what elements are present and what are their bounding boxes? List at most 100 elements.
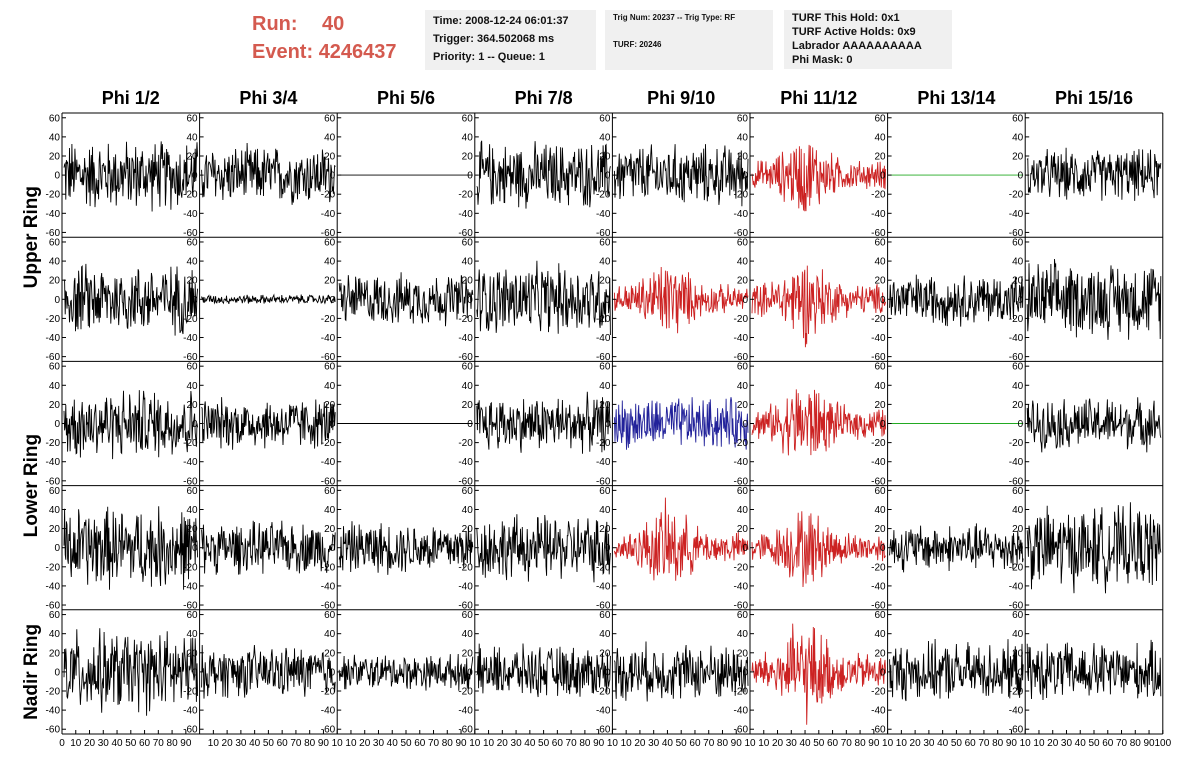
- waveform-trace: [1026, 397, 1162, 453]
- y-tick-label: -20: [871, 562, 886, 573]
- x-tick-label: 90: [731, 738, 743, 749]
- x-tick-label: 60: [965, 738, 977, 749]
- y-tick-label: -40: [734, 333, 749, 344]
- x-tick-label: 50: [400, 738, 412, 749]
- y-tick-label: 40: [49, 132, 61, 143]
- y-tick-label: 40: [186, 257, 198, 268]
- turf-this-hold-text: TURF This Hold: 0x1: [792, 12, 900, 24]
- y-tick-label: 0: [192, 667, 198, 678]
- y-tick-label: -60: [734, 228, 749, 239]
- y-tick-label: -20: [183, 190, 198, 201]
- waveform-trace: [751, 389, 887, 456]
- y-tick-label: -20: [458, 314, 473, 325]
- y-tick-label: 40: [49, 257, 61, 268]
- waveform-trace: [613, 497, 749, 581]
- y-tick-label: 40: [462, 381, 474, 392]
- y-tick-label: 40: [599, 381, 611, 392]
- x-tick-label: 70: [153, 738, 165, 749]
- y-tick-label: -60: [1009, 352, 1024, 363]
- waveform-trace: [751, 623, 887, 725]
- y-tick-label: -60: [596, 476, 611, 487]
- waveform-trace: [1026, 147, 1162, 201]
- y-tick-label: -20: [183, 438, 198, 449]
- y-tick-label: -20: [321, 438, 336, 449]
- x-tick-label: 60: [1102, 738, 1114, 749]
- x-tick-label: 20: [772, 738, 784, 749]
- y-tick-label: 20: [737, 400, 749, 411]
- y-tick-label: 60: [599, 610, 611, 621]
- x-tick-label: 70: [1116, 738, 1128, 749]
- y-tick-label: -40: [458, 209, 473, 220]
- y-tick-label: 60: [1012, 362, 1024, 373]
- y-tick-label: -60: [46, 228, 61, 239]
- x-tick-label: 60: [139, 738, 151, 749]
- waveform-trace: [201, 397, 336, 450]
- y-tick-label: 60: [49, 362, 61, 373]
- x-tick-label: 10: [896, 738, 908, 749]
- x-tick-label: 30: [511, 738, 523, 749]
- y-tick-label: 20: [49, 524, 61, 535]
- y-tick-label: -20: [596, 314, 611, 325]
- x-tick-label: 80: [442, 738, 454, 749]
- y-tick-label: 40: [874, 132, 886, 143]
- y-tick-label: 0: [880, 543, 886, 554]
- y-tick-label: -20: [1009, 562, 1024, 573]
- y-tick-label: -40: [46, 457, 61, 468]
- x-tick-label: 30: [373, 738, 385, 749]
- y-tick-label: -20: [183, 314, 198, 325]
- y-tick-label: -40: [734, 581, 749, 592]
- y-tick-label: 40: [49, 629, 61, 640]
- y-tick-label: 20: [874, 276, 886, 287]
- y-tick-label: 40: [874, 629, 886, 640]
- x-tick-label: 20: [84, 738, 96, 749]
- waveform-trace: [751, 265, 887, 348]
- y-tick-label: -20: [46, 438, 61, 449]
- x-tick-label: 10: [758, 738, 770, 749]
- y-tick-label: 60: [462, 362, 474, 373]
- x-tick-label: 20: [910, 738, 922, 749]
- y-tick-label: 40: [49, 381, 61, 392]
- x-tick-label: 60: [827, 738, 839, 749]
- y-tick-label: 60: [324, 237, 336, 248]
- column-header: Phi 1/2: [102, 88, 160, 108]
- y-tick-label: -60: [321, 476, 336, 487]
- waveform-trace: [889, 638, 1024, 702]
- y-tick-label: 60: [874, 610, 886, 621]
- waveform-trace: [751, 511, 886, 588]
- y-tick-label: -40: [871, 706, 886, 717]
- y-tick-label: -60: [596, 725, 611, 736]
- x-tick-label: 50: [538, 738, 550, 749]
- y-tick-label: 60: [49, 610, 61, 621]
- y-tick-label: -60: [458, 725, 473, 736]
- y-tick-label: -40: [183, 581, 198, 592]
- y-tick-label: 60: [1012, 610, 1024, 621]
- x-tick-label: 90: [868, 738, 880, 749]
- y-tick-label: -40: [596, 209, 611, 220]
- y-tick-label: 0: [880, 295, 886, 306]
- waveform-trace: [63, 390, 199, 460]
- y-tick-label: -60: [458, 476, 473, 487]
- y-tick-label: -40: [596, 706, 611, 717]
- x-tick-label: 50: [813, 738, 825, 749]
- waveform-trace: [476, 260, 611, 336]
- y-tick-label: 40: [324, 629, 336, 640]
- x-tick-label: 60: [552, 738, 564, 749]
- y-tick-label: 40: [874, 257, 886, 268]
- x-tick-label: 90: [1006, 738, 1018, 749]
- y-tick-label: 0: [192, 171, 198, 182]
- x-tick-label: 10: [744, 738, 756, 749]
- y-tick-label: 60: [462, 610, 474, 621]
- y-tick-label: 40: [599, 629, 611, 640]
- x-tick-label: 40: [249, 738, 261, 749]
- y-tick-label: 40: [1012, 381, 1024, 392]
- y-tick-label: 60: [1012, 486, 1024, 497]
- y-tick-label: -20: [871, 190, 886, 201]
- x-tick-label: 90: [180, 738, 192, 749]
- y-tick-label: 0: [1018, 171, 1024, 182]
- y-tick-label: 60: [186, 610, 198, 621]
- y-tick-label: 0: [330, 419, 336, 430]
- y-tick-label: -20: [321, 190, 336, 201]
- y-tick-label: 20: [737, 276, 749, 287]
- y-tick-label: 20: [324, 524, 336, 535]
- y-tick-label: -40: [321, 457, 336, 468]
